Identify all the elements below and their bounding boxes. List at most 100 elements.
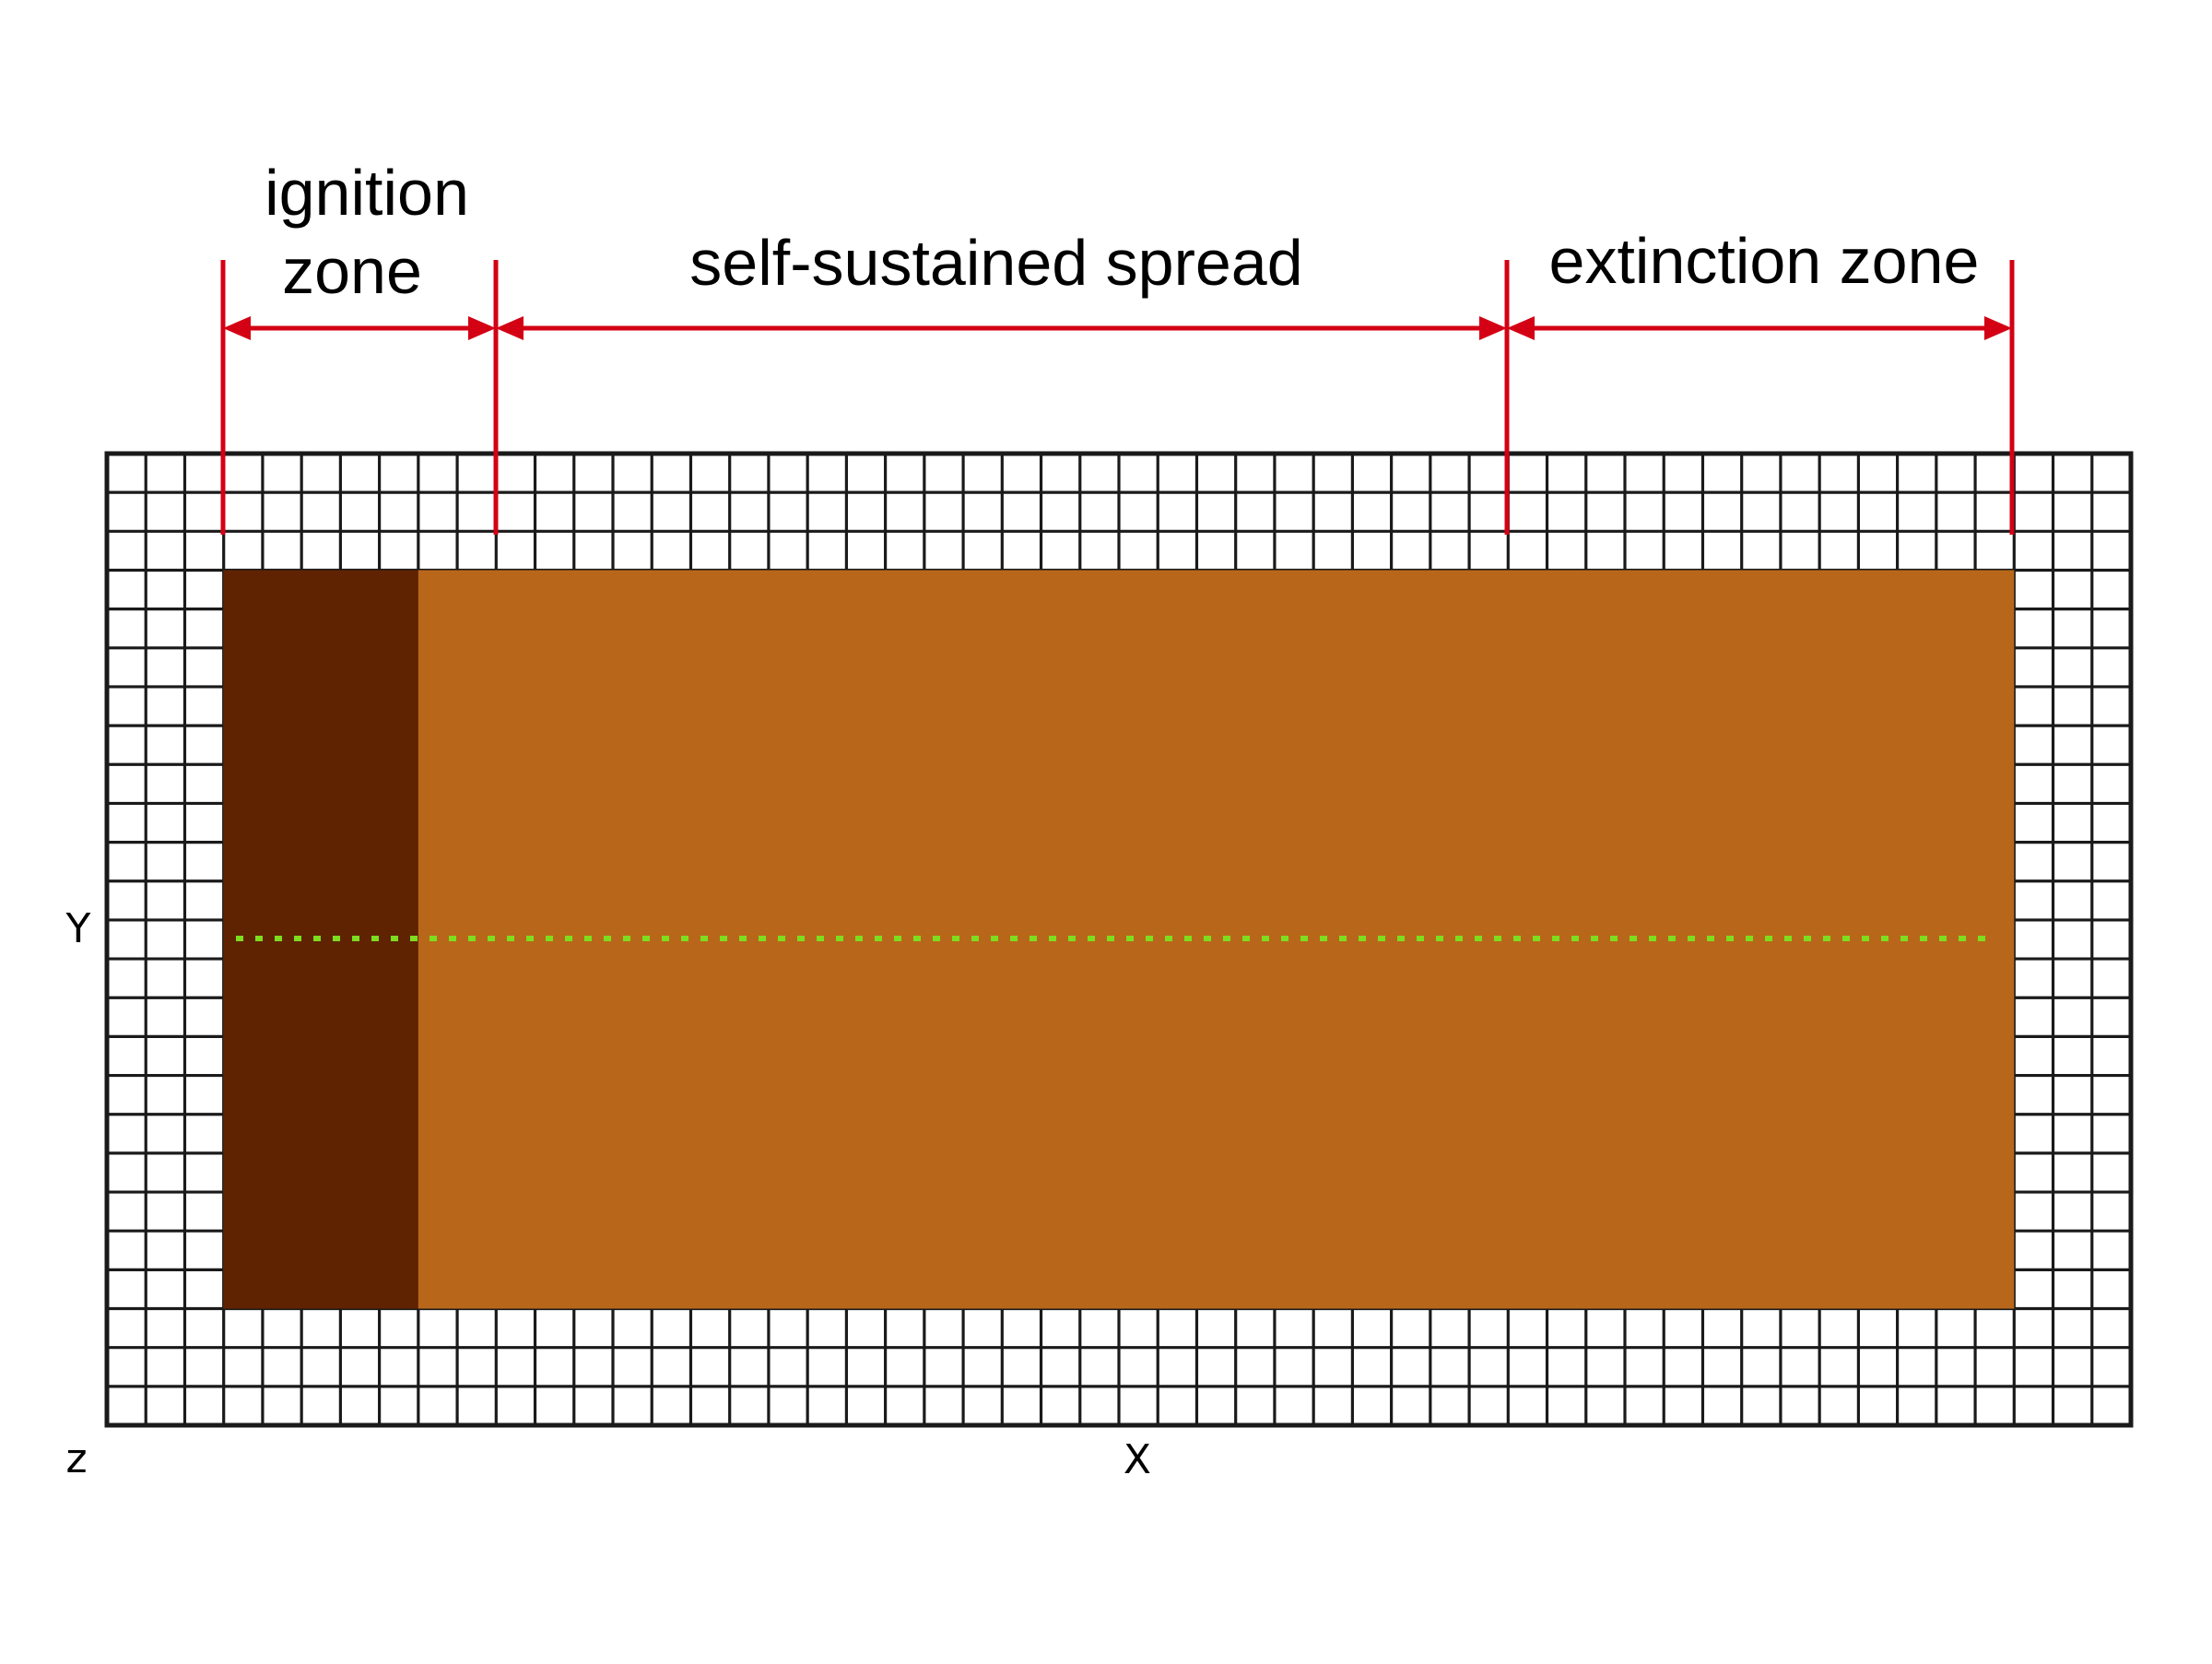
probe-dot [1165,936,1172,941]
probe-dot [1049,936,1056,941]
probe-dot [1126,936,1134,941]
probe-dot [1920,936,1927,941]
probe-dot [1591,936,1598,941]
probe-dot [236,936,243,941]
probe-dot [836,936,843,941]
probe-dot [1030,936,1037,941]
probe-dot [468,936,476,941]
probe-dot [1862,936,1869,941]
zone-arrowhead-right [468,316,496,340]
probe-dot [1397,936,1405,941]
probe-dot [449,936,456,941]
probe-dot [1184,936,1192,941]
probe-dot [1300,936,1308,941]
ignition-zone-label-line1: ignition [265,157,469,229]
probe-dot [1842,936,1850,941]
ignition-strip [223,570,418,1309]
fuel-bed [223,570,2015,1309]
probe-dot [623,936,630,941]
probe-dot [855,936,863,941]
probe-dot [1262,936,1269,941]
probe-dot [488,936,495,941]
probe-dot [255,936,263,941]
probe-dot [1223,936,1230,941]
zone-arrowhead-left [496,316,524,340]
probe-dot [1823,936,1830,941]
probe-dot [1455,936,1463,941]
zone-arrowhead-left [1507,316,1535,340]
grid-border [104,451,2134,1428]
probe-dot [391,936,398,941]
probe-dot [1571,936,1579,941]
probe-dot [1959,936,1966,941]
probe-dot [1107,936,1114,941]
x-axis-label: X [1124,1436,1151,1483]
probe-dot [546,936,553,941]
self-sustained-spread-label: self-sustained spread [689,227,1302,299]
probe-dot [700,936,708,941]
probe-dot [1281,936,1288,941]
probe-dot [1513,936,1521,941]
probe-dot [894,936,901,941]
probe-dot [565,936,572,941]
probe-dot [1417,936,1424,941]
probe-dot [1494,936,1501,941]
probe-dot [1320,936,1327,941]
probe-dot [1668,936,1676,941]
probe-dot [584,936,592,941]
probe-dot [1552,936,1559,941]
probe-dot [410,936,418,941]
probe-dot [352,936,359,941]
probe-dot [739,936,747,941]
extinction-zone-label: extinction zone [1549,225,1980,297]
probe-dot [933,936,940,941]
probe-dot [1359,936,1366,941]
probe-dot [662,936,669,941]
probe-dot [333,936,340,941]
ignition-zone-label-line2: zone [282,235,422,307]
probe-dot [1068,936,1076,941]
probe-dot [526,936,534,941]
probe-dot [1881,936,1888,941]
probe-dot [875,936,882,941]
zone-arrowhead-left [223,316,251,340]
probe-dot [1649,936,1656,941]
probe-dot [604,936,611,941]
probe-dot [1765,936,1772,941]
probe-dot [1630,936,1637,941]
probe-dot [971,936,979,941]
probe-dot [1533,936,1540,941]
probe-dot [1746,936,1753,941]
probe-dot [1804,936,1811,941]
probe-dot [294,936,301,941]
y-axis-label: Y [65,905,91,952]
probe-dot [1242,936,1250,941]
probe-dot [720,936,727,941]
probe-dot [1088,936,1095,941]
probe-dot [1978,936,1985,941]
probe-dot [1146,936,1153,941]
probe-dot [817,936,824,941]
probe-dot [1378,936,1385,941]
probe-dot [1726,936,1734,941]
probe-dot [1204,936,1211,941]
probe-dot [275,936,282,941]
probe-dot [1610,936,1618,941]
probe-dot [759,936,766,941]
probe-dot [1010,936,1018,941]
probe-dot [778,936,785,941]
probe-dot [1339,936,1347,941]
z-axis-label: z [65,1435,87,1482]
probe-dot [507,936,514,941]
probe-dot [1707,936,1714,941]
probe-dot [1436,936,1443,941]
probe-dot [642,936,650,941]
probe-dot [371,936,379,941]
probe-dot [1939,936,1947,941]
zone-arrowhead-right [1479,316,1507,340]
probe-dot [1784,936,1792,941]
probe-points [236,936,1985,941]
probe-dot [952,936,959,941]
